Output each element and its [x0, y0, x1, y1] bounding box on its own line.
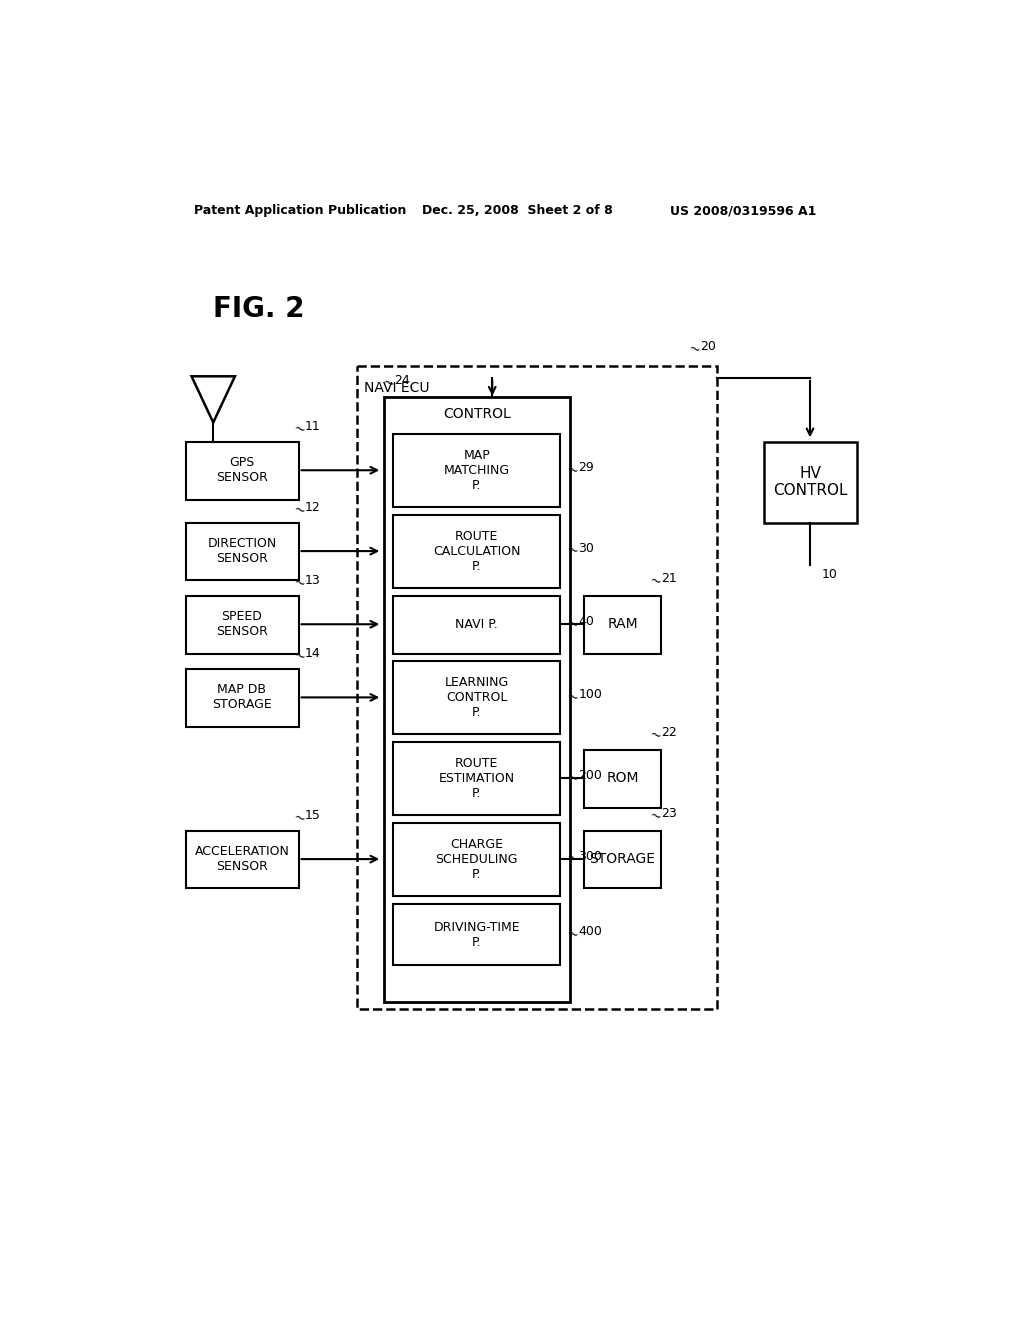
- Text: ~: ~: [647, 727, 663, 744]
- Text: 21: 21: [662, 573, 677, 585]
- Bar: [764, 442, 856, 523]
- Bar: [393, 595, 560, 653]
- Bar: [186, 669, 299, 726]
- Bar: [186, 523, 299, 581]
- Bar: [584, 750, 662, 808]
- Bar: [393, 661, 560, 734]
- Text: 11: 11: [305, 420, 321, 433]
- Text: ~: ~: [564, 462, 580, 479]
- Text: 13: 13: [305, 574, 321, 587]
- Text: DIRECTION
SENSOR: DIRECTION SENSOR: [207, 537, 276, 565]
- Text: ACCELERATION
SENSOR: ACCELERATION SENSOR: [195, 845, 290, 873]
- Text: 24: 24: [394, 374, 410, 387]
- Text: MAP
MATCHING
P.: MAP MATCHING P.: [443, 449, 510, 492]
- Bar: [384, 397, 569, 1002]
- Bar: [186, 595, 299, 653]
- Text: CHARGE
SCHEDULING
P.: CHARGE SCHEDULING P.: [435, 838, 518, 880]
- Text: 40: 40: [579, 615, 594, 628]
- Text: DRIVING-TIME
P.: DRIVING-TIME P.: [433, 920, 520, 949]
- Text: 12: 12: [305, 500, 321, 513]
- Bar: [393, 515, 560, 589]
- Bar: [186, 830, 299, 888]
- Text: 14: 14: [305, 647, 321, 660]
- Text: STORAGE: STORAGE: [590, 853, 655, 866]
- Text: ~: ~: [291, 809, 306, 826]
- Text: ROUTE
CALCULATION
P.: ROUTE CALCULATION P.: [433, 529, 520, 573]
- Text: 15: 15: [305, 809, 321, 822]
- Text: NAVI ECU: NAVI ECU: [365, 381, 430, 395]
- Bar: [186, 442, 299, 499]
- Text: ~: ~: [291, 576, 306, 591]
- Text: ~: ~: [564, 850, 580, 867]
- Text: Dec. 25, 2008  Sheet 2 of 8: Dec. 25, 2008 Sheet 2 of 8: [423, 205, 613, 218]
- Text: ~: ~: [564, 927, 580, 942]
- Text: ~: ~: [291, 502, 306, 519]
- Text: 23: 23: [662, 807, 677, 820]
- Text: 22: 22: [662, 726, 677, 739]
- Text: Patent Application Publication: Patent Application Publication: [194, 205, 407, 218]
- Bar: [393, 904, 560, 965]
- Text: US 2008/0319596 A1: US 2008/0319596 A1: [671, 205, 817, 218]
- Text: 100: 100: [579, 688, 602, 701]
- Text: 30: 30: [579, 541, 594, 554]
- Text: FIG. 2: FIG. 2: [213, 294, 305, 322]
- Text: MAP DB
STORAGE: MAP DB STORAGE: [212, 684, 271, 711]
- Text: NAVI P.: NAVI P.: [456, 618, 498, 631]
- Text: ~: ~: [564, 615, 580, 632]
- Text: 10: 10: [821, 569, 838, 582]
- Bar: [393, 742, 560, 816]
- Bar: [584, 830, 662, 888]
- Text: ~: ~: [647, 808, 663, 825]
- Text: ROM: ROM: [606, 771, 639, 785]
- Bar: [393, 434, 560, 507]
- Text: LEARNING
CONTROL
P.: LEARNING CONTROL P.: [444, 676, 509, 719]
- Text: 400: 400: [579, 925, 602, 939]
- Text: ~: ~: [564, 543, 580, 560]
- Text: GPS
SENSOR: GPS SENSOR: [216, 457, 268, 484]
- Text: ~: ~: [564, 770, 580, 787]
- Text: ~: ~: [291, 421, 306, 438]
- Text: CONTROL: CONTROL: [442, 407, 511, 421]
- Text: 20: 20: [700, 339, 716, 352]
- Text: HV
CONTROL: HV CONTROL: [773, 466, 847, 498]
- Text: SPEED
SENSOR: SPEED SENSOR: [216, 610, 268, 639]
- Text: 29: 29: [579, 461, 594, 474]
- Text: ~: ~: [564, 689, 580, 706]
- Text: ~: ~: [380, 375, 395, 392]
- Text: 300: 300: [579, 850, 602, 862]
- Text: RAM: RAM: [607, 618, 638, 631]
- Bar: [356, 367, 717, 1010]
- Bar: [584, 595, 662, 653]
- Text: ~: ~: [647, 573, 663, 590]
- Text: ROUTE
ESTIMATION
P.: ROUTE ESTIMATION P.: [438, 756, 515, 800]
- Text: ~: ~: [686, 341, 701, 358]
- Text: 200: 200: [579, 768, 602, 781]
- Bar: [393, 822, 560, 896]
- Text: ~: ~: [291, 648, 306, 665]
